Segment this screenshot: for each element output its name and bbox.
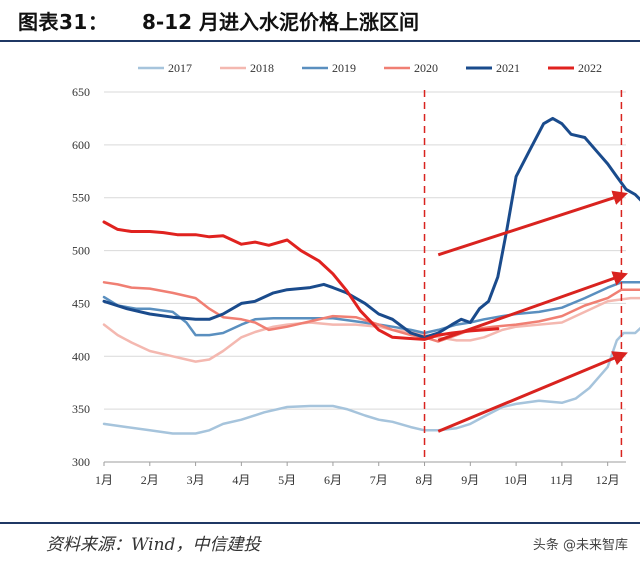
x-tick-label: 2月 [141,473,159,487]
y-tick-label: 550 [72,191,90,205]
figure-label: 图表31： [18,10,109,34]
x-tick-label: 6月 [324,473,342,487]
legend-label: 2019 [332,61,356,75]
line-chart: 300 350 400 450 500 550 600 650 1月 2月 3月 4月 5月 6月 7月 8月… [72,61,640,487]
axes: 300 350 400 450 500 550 600 650 1月 2月 3月 4月 5月 6月 7月 8月… [72,85,626,487]
y-tick-label: 400 [72,349,90,363]
y-tick-label: 500 [72,244,90,258]
x-tick-label: 4月 [232,473,250,487]
grid-lines [104,91,626,410]
x-tick-label: 5月 [278,473,296,487]
x-tick-label: 7月 [370,473,388,487]
trend-arrow [437,351,628,433]
series-lines [102,116,640,435]
watermark: 头条 @未来智库 [532,538,628,553]
y-tick-label: 300 [72,455,90,469]
series-line-2022 [102,220,500,341]
legend: 2017 2018 2019 2020 2021 2022 [138,61,602,75]
y-tick-label: 600 [72,138,90,152]
x-tick-label: 9月 [461,473,479,487]
legend-label: 2020 [414,61,438,75]
series-line-2017 [102,326,640,435]
y-tick-label: 350 [72,402,90,416]
x-tick-label: 8月 [416,473,434,487]
y-tick-label: 650 [72,85,90,99]
x-tick-label: 3月 [187,473,205,487]
title-bar: 图表31： 8-12 月进入水泥价格上涨区间 [0,0,640,42]
chart-title: 8-12 月进入水泥价格上涨区间 [142,10,420,34]
x-tick-label: 11月 [550,473,574,487]
series-line-2018 [102,296,640,363]
x-tick-label: 1月 [95,473,113,487]
x-tick-label: 10月 [504,473,528,487]
series-line-2021 [102,116,640,339]
legend-label: 2017 [168,61,192,75]
source-note: 资料来源：Wind，中信建投 [46,535,261,555]
legend-label: 2021 [496,61,520,75]
trend-arrow [437,271,628,342]
trend-arrow [437,190,628,257]
legend-label: 2022 [578,61,602,75]
annotations [423,90,628,462]
legend-label: 2018 [250,61,274,75]
x-tick-label: 12月 [596,473,620,487]
series-line-2019 [102,281,640,337]
y-tick-label: 450 [72,296,90,310]
footer: 资料来源：Wind，中信建投 头条 @未来智库 [0,522,640,564]
series-line-2020 [102,281,640,343]
